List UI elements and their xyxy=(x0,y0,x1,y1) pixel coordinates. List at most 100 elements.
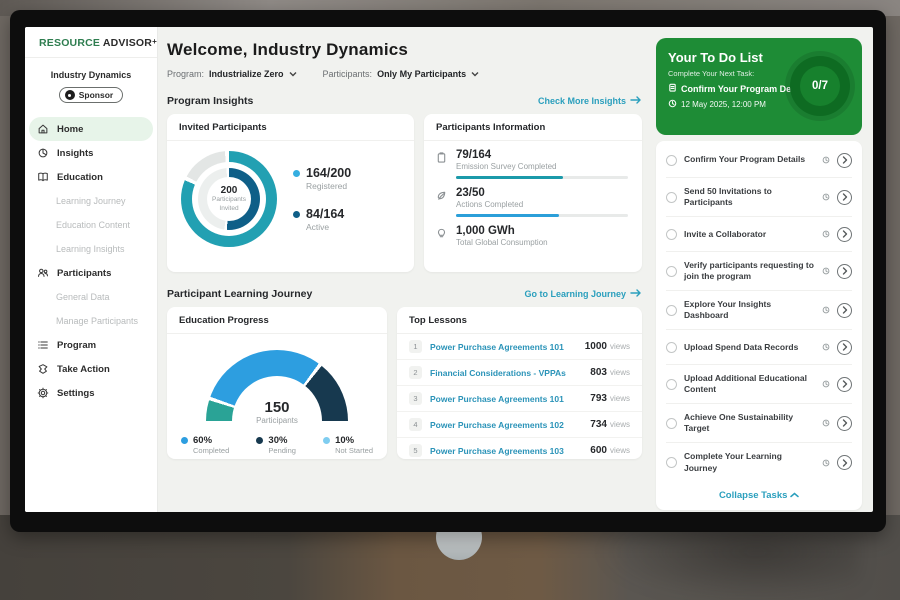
task-open-button[interactable] xyxy=(837,455,852,471)
task-open-button[interactable] xyxy=(837,339,852,355)
gauge-center-label: Participants xyxy=(256,416,298,425)
task-checkbox[interactable] xyxy=(666,228,677,240)
card-title: Education Progress xyxy=(167,307,387,334)
clock-icon xyxy=(668,99,677,110)
lesson-link[interactable]: Financial Considerations - VPPAs xyxy=(430,367,566,378)
legend-dot xyxy=(293,170,300,177)
todo-header: Your To Do List Complete Your Next Task:… xyxy=(656,38,862,135)
check-more-insights-link[interactable]: Check More Insights xyxy=(538,96,642,106)
task-checkbox[interactable] xyxy=(666,304,677,316)
info-label: Emission Survey Completed xyxy=(456,162,557,171)
sidebar-item-settings[interactable]: Settings xyxy=(25,381,157,405)
task-open-button[interactable] xyxy=(837,152,852,168)
lesson-row: 4 Power Purchase Agreements 102 734 views xyxy=(397,412,642,438)
lesson-views: 600 views xyxy=(590,445,630,456)
task-doc-icon xyxy=(668,83,677,94)
todo-title: Your To Do List xyxy=(668,50,763,65)
task-checkbox[interactable] xyxy=(666,341,677,353)
clock-icon xyxy=(822,414,830,432)
task-label: Complete Your Learning Journey xyxy=(684,451,782,473)
legend-dot xyxy=(181,437,188,444)
sidebar-item-take-action[interactable]: Take Action xyxy=(25,357,157,381)
collapse-tasks-link[interactable]: Collapse Tasks xyxy=(666,482,852,506)
task-open-button[interactable] xyxy=(837,376,852,392)
sidebar-item-education-content[interactable]: Education Content xyxy=(25,213,157,237)
education-progress-card: Education Progress 150 Participants 60% … xyxy=(167,307,387,459)
legend-dot xyxy=(293,211,300,218)
task-label: Send 50 Invitations to Participants xyxy=(684,186,772,208)
education-gauge-chart: 150 Participants xyxy=(206,350,348,425)
task-row: Verify participants requesting to join t… xyxy=(666,252,852,292)
sidebar-item-label: Insights xyxy=(57,147,94,159)
home-icon xyxy=(37,123,49,135)
lesson-row: 1 Power Purchase Agreements 101 1000 view… xyxy=(397,334,642,360)
legend-dot xyxy=(256,437,264,444)
sidebar-item-learning-journey[interactable]: Learning Journey xyxy=(25,189,157,213)
lesson-link[interactable]: Power Purchase Agreements 103 xyxy=(430,445,564,456)
chevron-down-icon xyxy=(471,69,479,79)
action-icon xyxy=(37,363,49,375)
background-shadow xyxy=(600,520,860,600)
sidebar-item-insights[interactable]: Insights xyxy=(25,141,157,165)
lesson-rank: 5 xyxy=(409,444,422,457)
gauge-legend: 60% Completed 30% Pending xyxy=(167,421,387,455)
task-checkbox[interactable] xyxy=(666,417,677,429)
arrow-right-icon xyxy=(630,96,642,106)
sponsor-label: Sponsor xyxy=(78,90,114,100)
lesson-link[interactable]: Power Purchase Agreements 101 xyxy=(430,393,564,404)
task-open-button[interactable] xyxy=(837,189,852,205)
task-open-button[interactable] xyxy=(837,263,852,279)
bulb-icon xyxy=(436,225,448,247)
task-row: Explore Your Insights Dashboard xyxy=(666,291,852,331)
progress-track xyxy=(456,176,628,179)
clipboard-icon xyxy=(436,149,448,179)
info-label: Total Global Consumption xyxy=(456,238,548,247)
sponsor-icon xyxy=(64,90,75,100)
task-checkbox[interactable] xyxy=(666,191,677,203)
legend-label: Completed xyxy=(193,446,230,455)
task-checkbox[interactable] xyxy=(666,457,677,469)
sidebar-item-label: Settings xyxy=(57,387,95,399)
participants-information-card: Participants Information 79/164 Emission… xyxy=(424,114,642,272)
list-icon xyxy=(37,339,49,351)
task-open-button[interactable] xyxy=(837,415,852,431)
task-label: Confirm Your Program Details xyxy=(684,154,806,165)
sidebar-item-education[interactable]: Education xyxy=(25,165,157,189)
task-checkbox[interactable] xyxy=(666,265,677,277)
lesson-row: 5 Power Purchase Agreements 103 600 views xyxy=(397,438,642,463)
sidebar-item-label: Manage Participants xyxy=(56,316,139,326)
sidebar-item-learning-insights[interactable]: Learning Insights xyxy=(25,237,157,261)
lesson-views: 734 views xyxy=(590,419,630,430)
donut-ring-active xyxy=(198,168,260,230)
lesson-link[interactable]: Power Purchase Agreements 102 xyxy=(430,419,564,430)
task-open-button[interactable] xyxy=(837,226,852,242)
task-row: Complete Your Learning Journey xyxy=(666,443,852,481)
sidebar-item-program[interactable]: Program xyxy=(25,333,157,357)
task-checkbox[interactable] xyxy=(666,154,677,166)
todo-progress-ring: 0/7 xyxy=(790,56,850,116)
sidebar-item-manage-participants[interactable]: Manage Participants xyxy=(25,309,157,333)
sponsor-badge[interactable]: Sponsor xyxy=(58,87,124,103)
program-filter[interactable]: Program: Industrialize Zero xyxy=(167,69,297,79)
clock-icon xyxy=(822,225,830,243)
lesson-link[interactable]: Power Purchase Agreements 101 xyxy=(430,341,564,352)
info-value: 79/164 xyxy=(456,149,492,161)
clock-icon xyxy=(822,188,830,206)
go-to-learning-journey-link[interactable]: Go to Learning Journey xyxy=(524,289,642,299)
sidebar: RESOURCE ADVISOR+ Industry Dynamics Spon… xyxy=(25,27,158,512)
participants-filter-label: Participants: xyxy=(322,69,373,79)
sidebar-item-participants[interactable]: Participants xyxy=(25,261,157,285)
sidebar-item-label: Home xyxy=(57,123,84,135)
app-logo: RESOURCE ADVISOR+ xyxy=(25,27,157,58)
sidebar-item-general-data[interactable]: General Data xyxy=(25,285,157,309)
task-open-button[interactable] xyxy=(837,302,852,318)
todo-panel: Your To Do List Complete Your Next Task:… xyxy=(651,27,873,512)
task-checkbox[interactable] xyxy=(666,378,677,390)
lesson-row: 3 Power Purchase Agreements 101 793 views xyxy=(397,386,642,412)
sidebar-item-home[interactable]: Home xyxy=(29,117,153,141)
todo-next-task: Confirm Your Program Details xyxy=(668,83,850,94)
logo-resource: RESOURCE xyxy=(39,37,101,49)
task-row: Achieve One Sustainability Target xyxy=(666,404,852,444)
lesson-rank: 4 xyxy=(409,418,422,431)
participants-filter[interactable]: Participants: Only My Participants xyxy=(323,69,480,79)
